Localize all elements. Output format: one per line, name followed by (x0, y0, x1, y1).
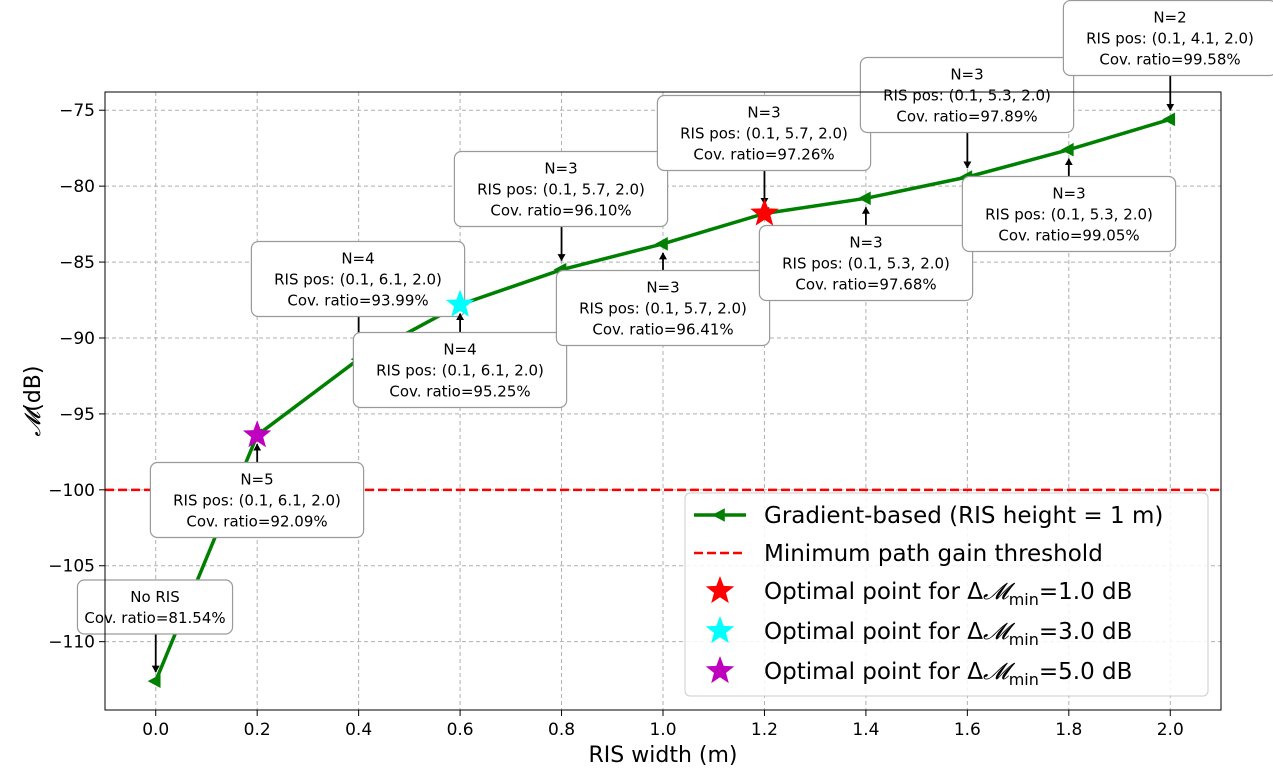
annotation: N=3 RIS pos: (0.1, 5.3, 2.0) Cov. ratio=99… (961, 158, 1177, 253)
annotation-box (961, 175, 1177, 253)
annotation-line: RIS pos: (0.1, 6.1, 2.0) (274, 271, 442, 289)
annotation-line: N=2 (1153, 9, 1186, 27)
axis-ticks: 0.0 0.2 0.4 0.6 0.8 1.0 1.2 1.4 1.6 1.8 2.0 −110 −10… (48, 101, 1183, 740)
y-tick-label: −110 (48, 633, 95, 653)
annotation-line: RIS pos: (0.1, 5.7, 2.0) (680, 125, 848, 143)
annotation-line: N=4 (443, 341, 476, 359)
annotation-box (758, 224, 974, 302)
x-tick-label: 1.0 (649, 720, 676, 740)
annotation-line: N=3 (849, 234, 882, 252)
x-tick-label: 0.4 (345, 720, 372, 740)
annotation: N=3 RIS pos: (0.1, 5.7, 2.0) Cov. ratio=96… (555, 252, 771, 347)
annotation-line: RIS pos: (0.1, 6.1, 2.0) (173, 492, 341, 510)
legend-threshold-label: Minimum path gain threshold (764, 541, 1103, 567)
y-tick-label: −95 (59, 405, 95, 425)
series-point (1060, 142, 1074, 157)
y-tick-label: −100 (48, 481, 95, 501)
y-tick-label: −85 (59, 253, 95, 273)
annotation-line: Cov. ratio=99.05% (998, 227, 1139, 245)
annotation-box (250, 240, 466, 318)
legend-optimal-label: Optimal point for Δ𝓜min=5.0 dB (764, 659, 1132, 689)
legend-optimal-label: Optimal point for Δ𝓜min=3.0 dB (764, 619, 1132, 649)
x-tick-label: 0.8 (548, 720, 575, 740)
annotation-line: RIS pos: (0.1, 6.1, 2.0) (376, 362, 544, 380)
annotations: No RIS Cov. ratio=81.54% N=5 RIS pos: (0.1,… (76, 0, 1273, 673)
annotation: N=5 RIS pos: (0.1, 6.1, 2.0) Cov. ratio=92… (149, 443, 365, 539)
annotation-line: RIS pos: (0.1, 4.1, 2.0) (1086, 30, 1254, 48)
annotation-box (1062, 0, 1273, 77)
x-tick-label: 0.6 (447, 720, 474, 740)
y-axis-unit: (dB) (21, 366, 46, 412)
annotation-line: RIS pos: (0.1, 5.7, 2.0) (579, 300, 747, 318)
annotation-box (859, 56, 1075, 134)
annotation: N=3 RIS pos: (0.1, 5.3, 2.0) Cov. ratio=97… (859, 56, 1075, 169)
series-point (1162, 112, 1176, 127)
legend-optimal-marker (705, 616, 735, 644)
annotation-line: Cov. ratio=96.10% (490, 202, 631, 220)
annotation: N=3 RIS pos: (0.1, 5.3, 2.0) Cov. ratio=97… (758, 206, 974, 302)
x-tick-label: 1.4 (852, 720, 879, 740)
y-tick-label: −90 (59, 329, 95, 349)
legend-box (684, 492, 1209, 697)
annotation-line: Cov. ratio=97.26% (693, 146, 834, 164)
annotation-box (453, 150, 669, 228)
series-point (857, 191, 871, 206)
legend-optimal-label: Optimal point for Δ𝓜min=1.0 dB (764, 579, 1132, 609)
annotation-line: RIS pos: (0.1, 5.3, 2.0) (782, 255, 950, 273)
annotation: No RIS Cov. ratio=81.54% (76, 579, 234, 673)
annotation: N=4 RIS pos: (0.1, 6.1, 2.0) Cov. ratio=95… (352, 313, 568, 409)
annotation-line: Cov. ratio=97.89% (896, 108, 1037, 126)
annotation-line: N=3 (747, 104, 780, 122)
x-tick-label: 1.2 (751, 720, 778, 740)
annotation-box (149, 461, 365, 539)
optimal-point-star (445, 289, 475, 317)
annotation-line: N=3 (646, 279, 679, 297)
annotation-line: Cov. ratio=93.99% (287, 292, 428, 310)
y-tick-label: −105 (48, 557, 95, 577)
annotation-line: RIS pos: (0.1, 5.3, 2.0) (883, 87, 1051, 105)
x-tick-label: 0.2 (244, 720, 271, 740)
annotation-line: N=4 (341, 250, 374, 268)
y-tick-label: −75 (59, 101, 95, 121)
annotation-line: Cov. ratio=81.54% (84, 609, 225, 627)
annotation-line: RIS pos: (0.1, 5.3, 2.0) (985, 206, 1153, 224)
annotation-line: Cov. ratio=96.41% (592, 321, 733, 339)
x-tick-label: 2.0 (1157, 720, 1184, 740)
annotation-line: N=5 (240, 471, 273, 489)
x-tick-label: 1.6 (954, 720, 981, 740)
annotation-line: Cov. ratio=97.68% (795, 276, 936, 294)
annotation-line: N=3 (950, 66, 983, 84)
legend: Gradient-based (RIS height = 1 m) Minimum… (684, 492, 1209, 697)
legend-optimal-marker (705, 576, 735, 604)
annotation-line: RIS pos: (0.1, 5.7, 2.0) (477, 181, 645, 199)
annotation-line: Cov. ratio=99.58% (1099, 51, 1240, 69)
annotation: N=4 RIS pos: (0.1, 6.1, 2.0) Cov. ratio=93… (250, 240, 466, 351)
series-point (147, 674, 161, 688)
optimal-point-star (242, 420, 272, 448)
annotation-line: N=3 (544, 160, 577, 178)
optimal-points (242, 198, 779, 448)
annotation: N=2 RIS pos: (0.1, 4.1, 2.0) Cov. ratio=99… (1062, 0, 1273, 111)
legend-optimal-marker (705, 656, 735, 684)
annotation-line: N=3 (1052, 185, 1085, 203)
y-axis-label: 𝓜(dB) (21, 366, 46, 437)
x-tick-label: 0.0 (142, 720, 169, 740)
y-tick-label: −80 (59, 177, 95, 197)
legend-series-label: Gradient-based (RIS height = 1 m) (764, 503, 1163, 529)
x-tick-label: 1.8 (1055, 720, 1082, 740)
annotation-line: No RIS (130, 588, 180, 606)
annotation: N=3 RIS pos: (0.1, 5.7, 2.0) Cov. ratio=97… (656, 94, 872, 205)
x-axis-label: RIS width (m) (589, 743, 738, 768)
optimal-point-star (750, 198, 779, 226)
annotation: N=3 RIS pos: (0.1, 5.7, 2.0) Cov. ratio=96… (453, 150, 669, 262)
annotation-box (76, 579, 234, 635)
annotation-box (555, 269, 771, 347)
annotation-line: Cov. ratio=95.25% (389, 383, 530, 401)
annotation-box (352, 331, 568, 409)
annotation-line: Cov. ratio=92.09% (186, 513, 327, 531)
series-point (655, 237, 668, 251)
legend-series-marker (712, 508, 725, 522)
